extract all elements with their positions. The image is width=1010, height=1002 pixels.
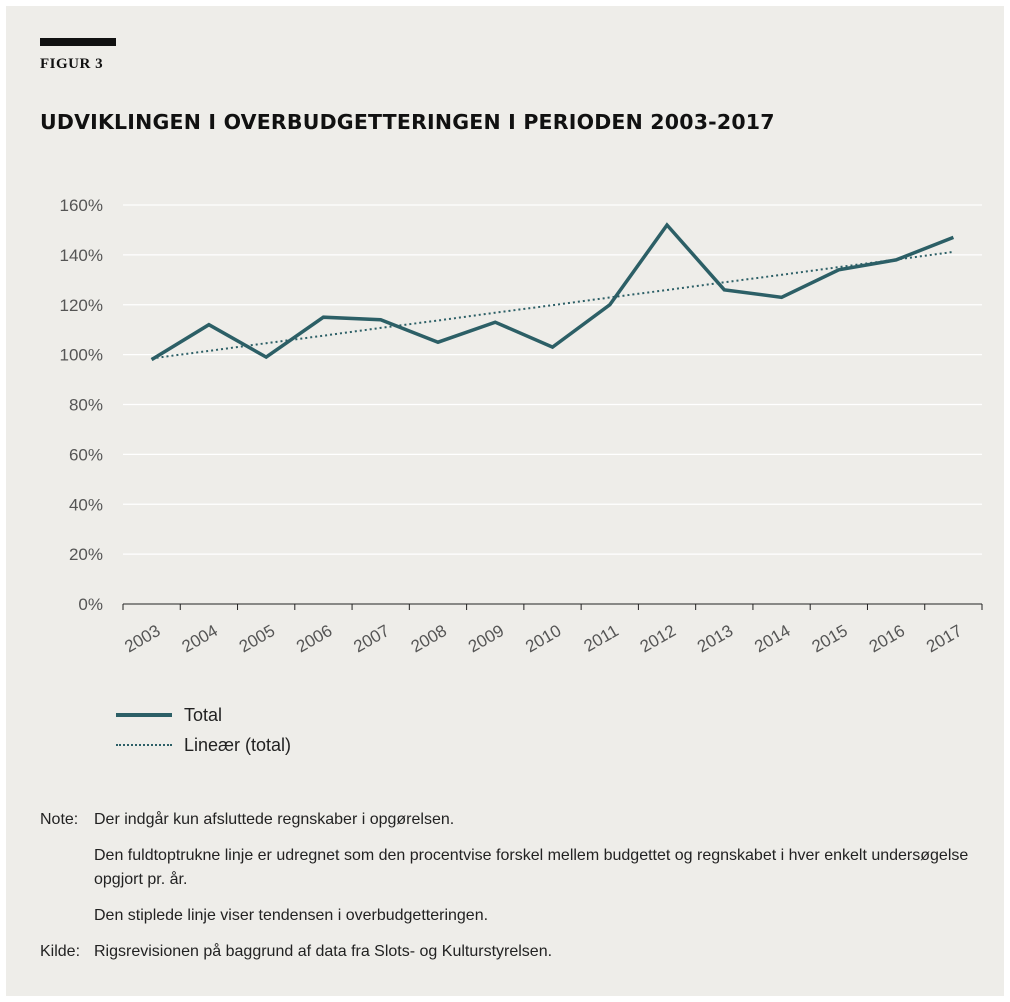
x-tick-label: 2006 [293, 621, 335, 656]
notes-section: Note: Der indgår kun afsluttede regnskab… [40, 808, 974, 964]
chart-legend: Total Lineær (total) [116, 700, 291, 760]
x-tick-label: 2004 [179, 621, 221, 656]
y-tick-label: 160% [60, 196, 103, 215]
x-tick-label: 2015 [809, 621, 851, 656]
note-row: Note: Der indgår kun afsluttede regnskab… [40, 808, 974, 940]
x-tick-label: 2008 [408, 621, 450, 656]
note-line: Den fuldtoptrukne linje er udregnet som … [94, 847, 969, 888]
x-tick-label: 2016 [866, 621, 908, 656]
y-tick-label: 80% [69, 396, 103, 415]
y-tick-label: 20% [69, 545, 103, 564]
y-tick-label: 120% [60, 296, 103, 315]
legend-swatch-dotted [116, 744, 172, 746]
x-tick-label: 2009 [465, 621, 507, 656]
x-tick-label: 2010 [522, 621, 564, 656]
note-line: Den stiplede linje viser tendensen i ove… [94, 907, 489, 924]
legend-label-total: Total [184, 704, 223, 725]
figure-label: FIGUR 3 [40, 56, 104, 72]
y-tick-label: 100% [60, 346, 103, 365]
x-tick-label: 2014 [751, 621, 793, 656]
note-body: Der indgår kun afsluttede regnskaber i o… [94, 808, 974, 940]
y-tick-label: 40% [69, 495, 103, 514]
x-tick-label: 2007 [350, 621, 392, 656]
legend-swatch-solid [116, 713, 172, 717]
line-chart: 0% 20% 40% 60% 80% 100% 120% 140% 160% 2003 2004 20… [60, 196, 983, 656]
y-tick-label: 0% [78, 595, 103, 614]
source-text: Rigsrevisionen på baggrund af data fra S… [94, 943, 553, 960]
x-tick-label: 2017 [923, 621, 965, 656]
source-key: Kilde: [40, 943, 81, 960]
y-tick-label: 140% [60, 246, 103, 265]
note-key: Note: [40, 811, 79, 828]
x-tick-label: 2013 [694, 621, 736, 656]
figure-panel [6, 6, 1004, 996]
chart-title: UDVIKLINGEN I OVERBUDGETTERINGEN I PERIO… [40, 110, 775, 134]
x-tick-label: 2005 [236, 621, 278, 656]
y-tick-label: 60% [69, 445, 103, 464]
source-row: Kilde: Rigsrevisionen på baggrund af dat… [40, 940, 974, 964]
legend-item-total: Total [116, 700, 291, 730]
series-line-total [150, 222, 955, 362]
x-tick-label: 2003 [121, 621, 163, 656]
legend-label-linear: Lineær (total) [184, 734, 292, 755]
x-tick-label: 2012 [637, 621, 679, 656]
note-line: Der indgår kun afsluttede regnskaber i o… [94, 811, 455, 828]
legend-item-linear: Lineær (total) [116, 730, 291, 760]
figure-accent-bar [40, 38, 116, 46]
x-tick-label: 2011 [581, 621, 622, 656]
